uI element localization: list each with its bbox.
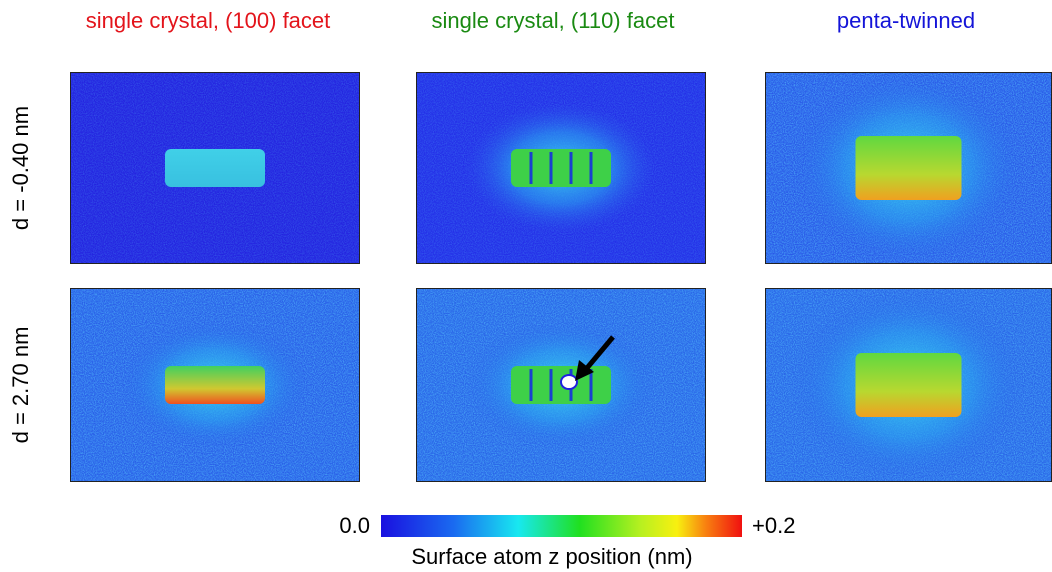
colorbar-min-label: 0.0 [339, 513, 370, 538]
panel-border [70, 288, 360, 482]
nanorod [855, 136, 962, 200]
panel-border [416, 288, 706, 482]
panel-border [70, 72, 360, 264]
colorbar-max-label: +0.2 [752, 513, 795, 538]
image-panel [416, 72, 706, 264]
defect [560, 374, 578, 390]
row-label: d = 2.70 nm [8, 327, 33, 444]
column-titles: single crystal, (100) facet single cryst… [86, 8, 975, 33]
image-panel [765, 72, 1052, 264]
column-title: penta-twinned [837, 8, 975, 33]
image-panel [70, 72, 360, 264]
nanorod [165, 149, 265, 187]
arrow-head [575, 360, 594, 381]
nanorod [855, 353, 962, 417]
nanorod [165, 366, 265, 404]
nanorod [511, 149, 611, 187]
colorbar-label: Surface atom z position (nm) [411, 544, 692, 569]
image-panel [416, 288, 706, 482]
colorbar [381, 515, 742, 537]
image-panel [70, 288, 360, 482]
image-panel [765, 288, 1052, 482]
arrow-shaft [585, 335, 615, 370]
panel-border [416, 72, 706, 264]
row-label: d = -0.40 nm [8, 106, 33, 230]
column-title: single crystal, (110) facet [432, 8, 675, 33]
panels [70, 72, 1052, 482]
column-title: single crystal, (100) facet [86, 8, 331, 33]
